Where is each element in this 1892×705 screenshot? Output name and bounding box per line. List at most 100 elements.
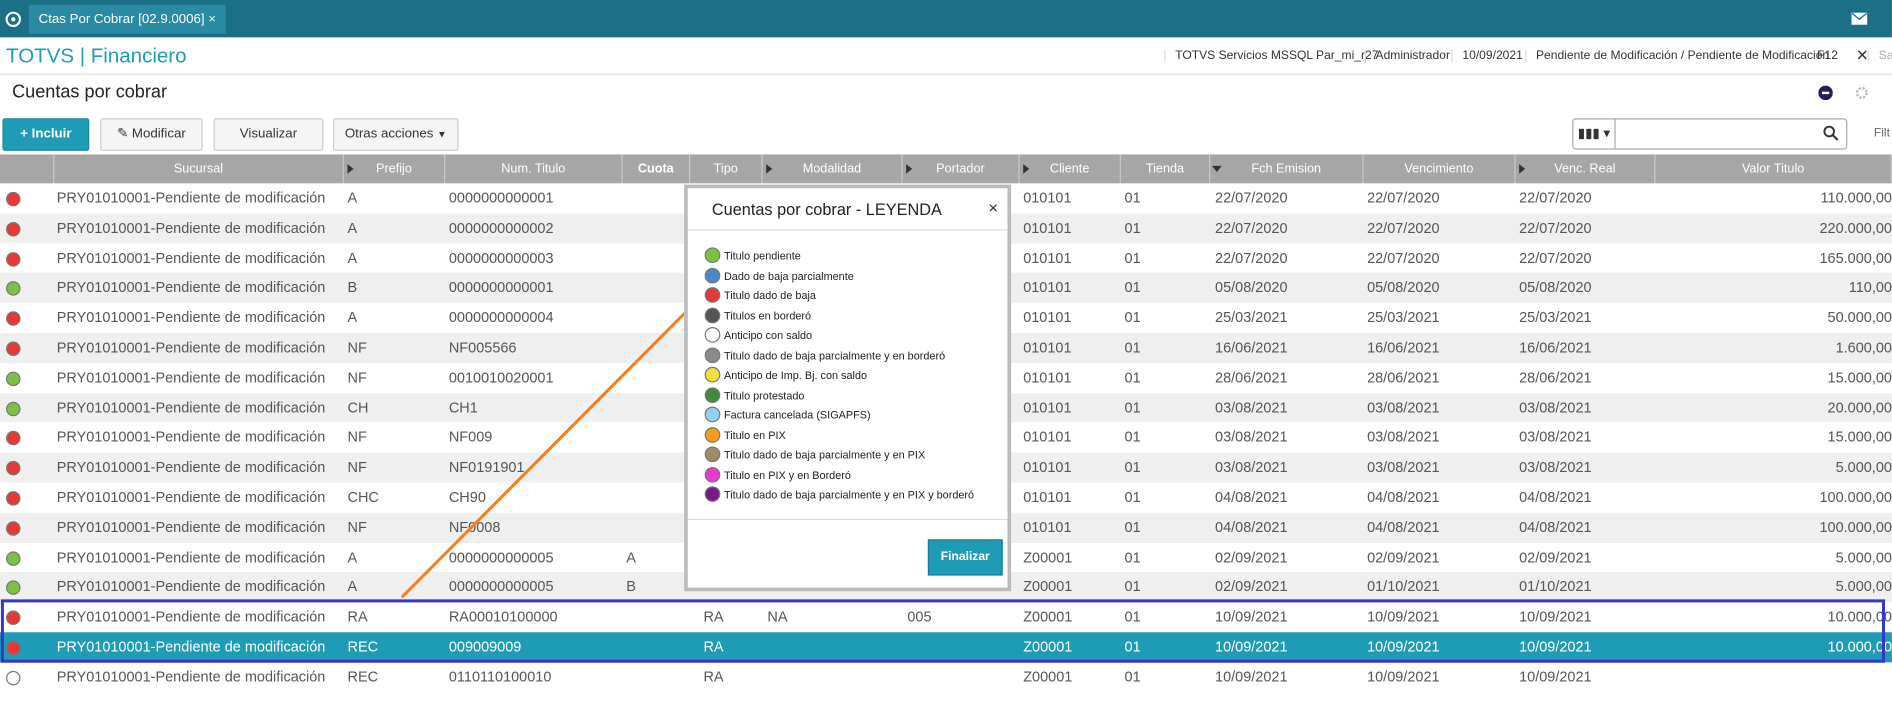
cell-real: 28/06/2021 (1519, 368, 1592, 386)
status-dot (6, 610, 21, 626)
search-box[interactable]: ▮▮▮ ▾ (1572, 118, 1848, 150)
filter-label: Filt (1873, 126, 1890, 140)
cell-tienda: 01 (1124, 638, 1141, 656)
cell-cliente: 010101 (1023, 339, 1072, 356)
cell-cliente: 010101 (1023, 249, 1072, 267)
column-header[interactable]: Portador (903, 154, 1020, 184)
cell-num: NF0191901 (448, 458, 525, 476)
cell-tienda: 01 (1124, 428, 1141, 446)
table-row[interactable] (0, 602, 1892, 633)
column-header[interactable]: Valor Titulo (1655, 154, 1892, 184)
modify-button[interactable]: ✎ Modificar (100, 118, 203, 151)
table-row[interactable] (0, 662, 1892, 693)
status-dot (6, 491, 21, 506)
cell-sucursal: PRY01010001-Pendiente de modificación (56, 428, 326, 446)
cell-venc: 03/08/2021 (1367, 458, 1440, 476)
cell-real: 10/09/2021 (1519, 608, 1592, 626)
status-icon (1818, 85, 1833, 101)
cell-sucursal: PRY01010001-Pendiente de modificación (56, 488, 326, 506)
more-actions-button[interactable]: Otras acciones ▼ (333, 118, 459, 151)
sort-arrow (906, 164, 913, 174)
legend-label: Titulo dado de baja parcialmente y en PI… (723, 488, 975, 501)
cell-portador: 005 (907, 608, 932, 626)
close-icon[interactable]: ✕ (1855, 45, 1869, 64)
tab[interactable]: Ctas Por Cobrar [02.9.0006] × (28, 4, 226, 34)
cell-valor: 100.000,00 (1819, 488, 1892, 506)
cell-venc: 03/08/2021 (1367, 398, 1440, 416)
cell-emision: 03/08/2021 (1215, 458, 1288, 476)
column-header[interactable]: Venc. Real (1515, 154, 1656, 184)
include-button[interactable]: + Incluir (2, 118, 90, 151)
column-header[interactable]: Prefijo (344, 154, 446, 184)
column-header[interactable]: Tienda (1121, 154, 1211, 184)
status-item: TOTVS Servicios MSSQL Par_mi_r27 (1164, 49, 1378, 63)
cell-sucursal: PRY01010001-Pendiente de modificación (56, 458, 326, 476)
cell-num: NF009 (448, 428, 493, 446)
divider (687, 518, 1008, 521)
cell-emision: 22/07/2020 (1215, 189, 1288, 207)
highlight-box (0, 599, 1886, 663)
legend-label: Anticipo de Imp. Bj. con saldo (723, 369, 868, 382)
button-label: Otras acciones (344, 126, 434, 142)
button-label: Modificar (131, 126, 186, 142)
status-dot (6, 191, 21, 207)
cell-valor: 220.000,00 (1819, 219, 1892, 237)
cell-tienda: 01 (1124, 398, 1141, 416)
view-button[interactable]: Visualizar (213, 118, 324, 151)
cell-real: 16/06/2021 (1519, 339, 1592, 356)
status-dot (6, 371, 21, 386)
column-header[interactable]: Fch Emision (1210, 154, 1364, 184)
column-header[interactable]: Sucursal (54, 154, 344, 184)
finish-button[interactable]: Finalizar (927, 539, 1003, 576)
column-header[interactable]: Tipo (690, 154, 763, 184)
legend-label: Titulo dado de baja parcialmente y en bo… (723, 349, 946, 362)
legend-swatch (704, 366, 721, 383)
cell-cliente: 010101 (1023, 428, 1072, 446)
status-dot (6, 221, 21, 237)
cell-num: 0000000000001 (448, 189, 554, 207)
column-header[interactable]: Cuota (623, 154, 691, 184)
cell-venc: 22/07/2020 (1367, 249, 1440, 267)
legend-swatch (704, 267, 721, 283)
legend-label: Titulos en borderó (723, 309, 812, 322)
cell-cliente: 010101 (1023, 518, 1072, 536)
column-selector[interactable]: ▮▮▮ ▾ (1573, 119, 1616, 149)
sort-arrow (766, 164, 773, 174)
legend-label: Titulo pendiente (723, 249, 801, 262)
status-dot (6, 670, 21, 686)
button-label: Visualizar (239, 126, 298, 142)
cell-cliente: 010101 (1023, 279, 1072, 297)
cell-venc: 22/07/2020 (1367, 189, 1440, 207)
legend-label: Anticipo con saldo (723, 329, 813, 342)
cell-valor: 10.000,00 (1827, 638, 1892, 656)
column-header[interactable]: Cliente (1020, 154, 1121, 184)
cell-venc: 04/08/2021 (1367, 518, 1440, 536)
table-row[interactable] (0, 632, 1892, 663)
cell-sucursal: PRY01010001-Pendiente de modificación (56, 339, 326, 356)
column-header[interactable]: Vencimiento (1363, 154, 1516, 184)
cell-venc: 28/06/2021 (1367, 368, 1440, 386)
cell-prefijo: A (347, 578, 358, 596)
cell-prefijo: NF (347, 368, 367, 386)
column-header[interactable]: Num. Titulo (445, 154, 623, 184)
cell-prefijo: B (347, 279, 358, 297)
cell-tipo: RA (703, 668, 724, 686)
sort-arrow (347, 164, 354, 174)
cell-cliente: Z00001 (1023, 668, 1073, 686)
cell-emision: 10/09/2021 (1215, 668, 1288, 686)
status-item: Sai (1867, 49, 1892, 63)
page-title: Cuentas por cobrar (12, 82, 168, 103)
settings-icon[interactable] (1855, 86, 1869, 100)
status-item: F12 (1806, 49, 1838, 63)
search-icon[interactable] (1823, 125, 1839, 141)
cell-real: 25/03/2021 (1519, 309, 1592, 327)
mail-icon[interactable] (1851, 12, 1868, 25)
cell-prefijo: REC (347, 668, 379, 686)
cell-num: RA00010100000 (448, 608, 558, 626)
column-header[interactable]: Modalidad (763, 154, 903, 184)
cell-emision: 04/08/2021 (1215, 488, 1288, 506)
dialog-close[interactable]: × (988, 197, 999, 218)
cell-real: 10/09/2021 (1519, 638, 1592, 656)
